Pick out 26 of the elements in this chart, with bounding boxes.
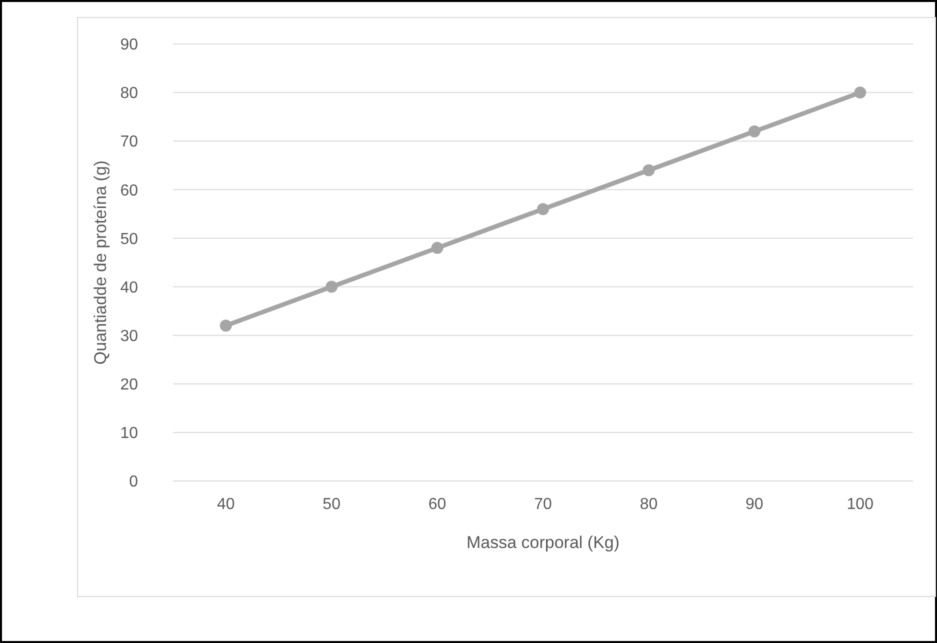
point bbox=[854, 86, 866, 99]
y-tick-label: 80 bbox=[120, 85, 138, 102]
y-axis-title: Quantiadde de proteína (g) bbox=[91, 160, 110, 365]
x-tick-label: 60 bbox=[428, 496, 446, 513]
point bbox=[220, 320, 232, 332]
point bbox=[537, 203, 549, 216]
x-tick-label: 100 bbox=[846, 496, 874, 513]
y-tick-label: 60 bbox=[120, 182, 138, 200]
x-tick-label: 90 bbox=[746, 496, 764, 513]
y-tick-label: 10 bbox=[120, 425, 138, 442]
y-tick-label: 20 bbox=[120, 376, 138, 394]
x-axis-title: Massa corporal (Kg) bbox=[466, 533, 620, 552]
y-tick-label: 0 bbox=[129, 474, 138, 491]
point bbox=[326, 280, 338, 293]
point bbox=[431, 242, 444, 254]
y-tick-label: 30 bbox=[120, 328, 138, 345]
point bbox=[642, 164, 655, 176]
y-tick-label: 90 bbox=[120, 36, 138, 54]
y-tick-label: 40 bbox=[120, 279, 138, 296]
y-tick-label: 50 bbox=[120, 230, 138, 248]
x-tick-label: 80 bbox=[640, 496, 658, 513]
x-tick-label: 50 bbox=[322, 496, 341, 513]
x-tick-label: 40 bbox=[216, 496, 235, 513]
x-tick-label: 70 bbox=[534, 496, 552, 513]
point bbox=[748, 125, 760, 138]
y-tick-label: 70 bbox=[120, 134, 138, 151]
